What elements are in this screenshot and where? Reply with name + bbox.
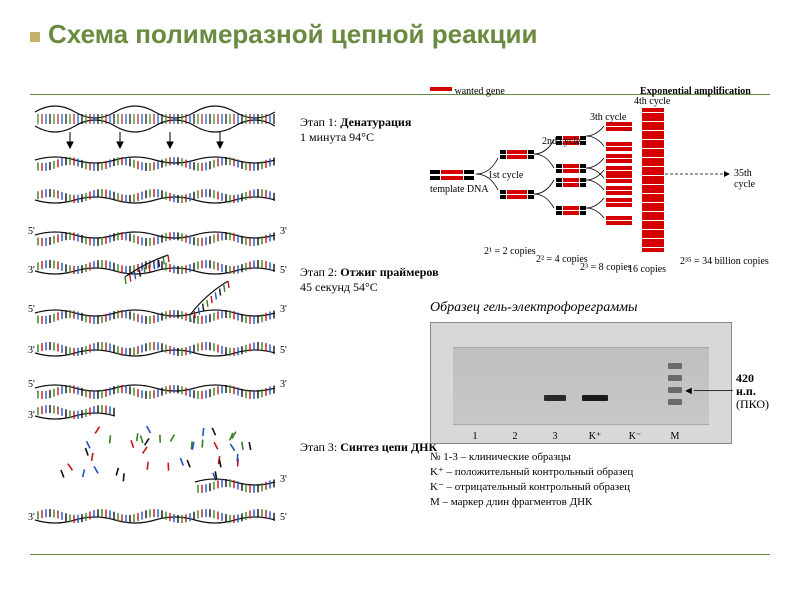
slide: Схема полимеразной цепной реакции bbox=[0, 0, 800, 600]
gel-legend: № 1-3 – клинические образцыK⁺ – положите… bbox=[430, 450, 770, 509]
title-text: Схема полимеразной цепной реакции bbox=[48, 19, 538, 49]
bullet-icon bbox=[30, 32, 40, 42]
gel-legend-line: M – маркер длин фрагментов ДНК bbox=[430, 495, 770, 510]
copies-0: 2¹ = 2 copies bbox=[484, 246, 536, 257]
cycle-label-1: 1st cycle bbox=[488, 170, 523, 181]
cycle-label-2: 2nd cycle bbox=[542, 136, 581, 147]
end-3prime: 3' bbox=[280, 226, 287, 237]
gel-box: 123K⁺K⁻M ◄───── bbox=[430, 322, 732, 444]
stage1-label: Этап 1: Денатурация 1 минута 94°C bbox=[300, 115, 411, 145]
stage1-sub: 1 минута 94°C bbox=[300, 130, 374, 144]
cycle-label-3: 3th cycle bbox=[590, 112, 626, 123]
pcr-stages-panel: Этап 1: Денатурация 1 минута 94°C bbox=[30, 100, 410, 540]
stage2-sub: 45 секунд 54°C bbox=[300, 280, 378, 294]
dsDNA-helix bbox=[35, 106, 275, 132]
stage1-label-text: Этап 1: Денатурация bbox=[300, 115, 411, 129]
final-cycle-label: 35th cycle bbox=[734, 168, 770, 190]
stage2-label: Этап 2: Отжиг праймеров 45 секунд 54°C bbox=[300, 265, 439, 295]
copies-2: 2³ = 8 copies bbox=[580, 262, 632, 273]
pcr-stage-3: 5' 3' 3' 3' 3' 5' Этап 3: Синтез цепи ДН… bbox=[30, 370, 410, 540]
cycle-label-4: 4th cycle bbox=[634, 96, 670, 107]
stage3-svg bbox=[30, 370, 290, 535]
pcr-stage-1: Этап 1: Денатурация 1 минута 94°C bbox=[30, 100, 410, 215]
copies-3: 16 copies bbox=[628, 264, 666, 275]
down-arrows bbox=[67, 132, 223, 148]
stage2-svg bbox=[30, 215, 290, 365]
stage1-svg bbox=[30, 100, 290, 210]
final-copies: 2³⁵ = 34 billion copies bbox=[680, 256, 769, 267]
gel-callout-main: 420 н.п. bbox=[736, 371, 756, 398]
ssDNA-bot bbox=[35, 197, 275, 203]
gel-legend-line: K⁻ – отрицательный контрольный образец bbox=[430, 480, 770, 495]
gel-legend-line: № 1-3 – клинические образцы bbox=[430, 450, 770, 465]
amplification-tree: wanted gene Exponential amplification te… bbox=[430, 86, 770, 296]
slide-title: Схема полимеразной цепной реакции bbox=[30, 20, 770, 50]
gel-legend-line: K⁺ – положительный контрольный образец bbox=[430, 465, 770, 480]
gel-title: Образец гель-электрофореграммы bbox=[430, 300, 770, 316]
rule-bot bbox=[30, 554, 770, 555]
ssDNA-top bbox=[35, 157, 275, 163]
stage3-label-text: Этап 3: Синтез цепи ДНК bbox=[300, 440, 437, 454]
gel-callout: 420 н.п. (ПКО) bbox=[736, 372, 770, 412]
stage2-label-text: Этап 2: Отжиг праймеров bbox=[300, 265, 439, 279]
gel-callout-sub: (ПКО) bbox=[736, 397, 769, 411]
pcr-stage-2: 5' 3' 3' 5' 5' 3' 3' 5' Этап 2: Отжиг пр… bbox=[30, 215, 410, 370]
stage3-label: Этап 3: Синтез цепи ДНК bbox=[300, 440, 437, 455]
arrow-icon: ◄───── bbox=[683, 385, 733, 397]
gel-panel: Образец гель-электрофореграммы 123K⁺K⁻M … bbox=[430, 300, 770, 570]
end-5prime: 5' bbox=[28, 226, 35, 237]
